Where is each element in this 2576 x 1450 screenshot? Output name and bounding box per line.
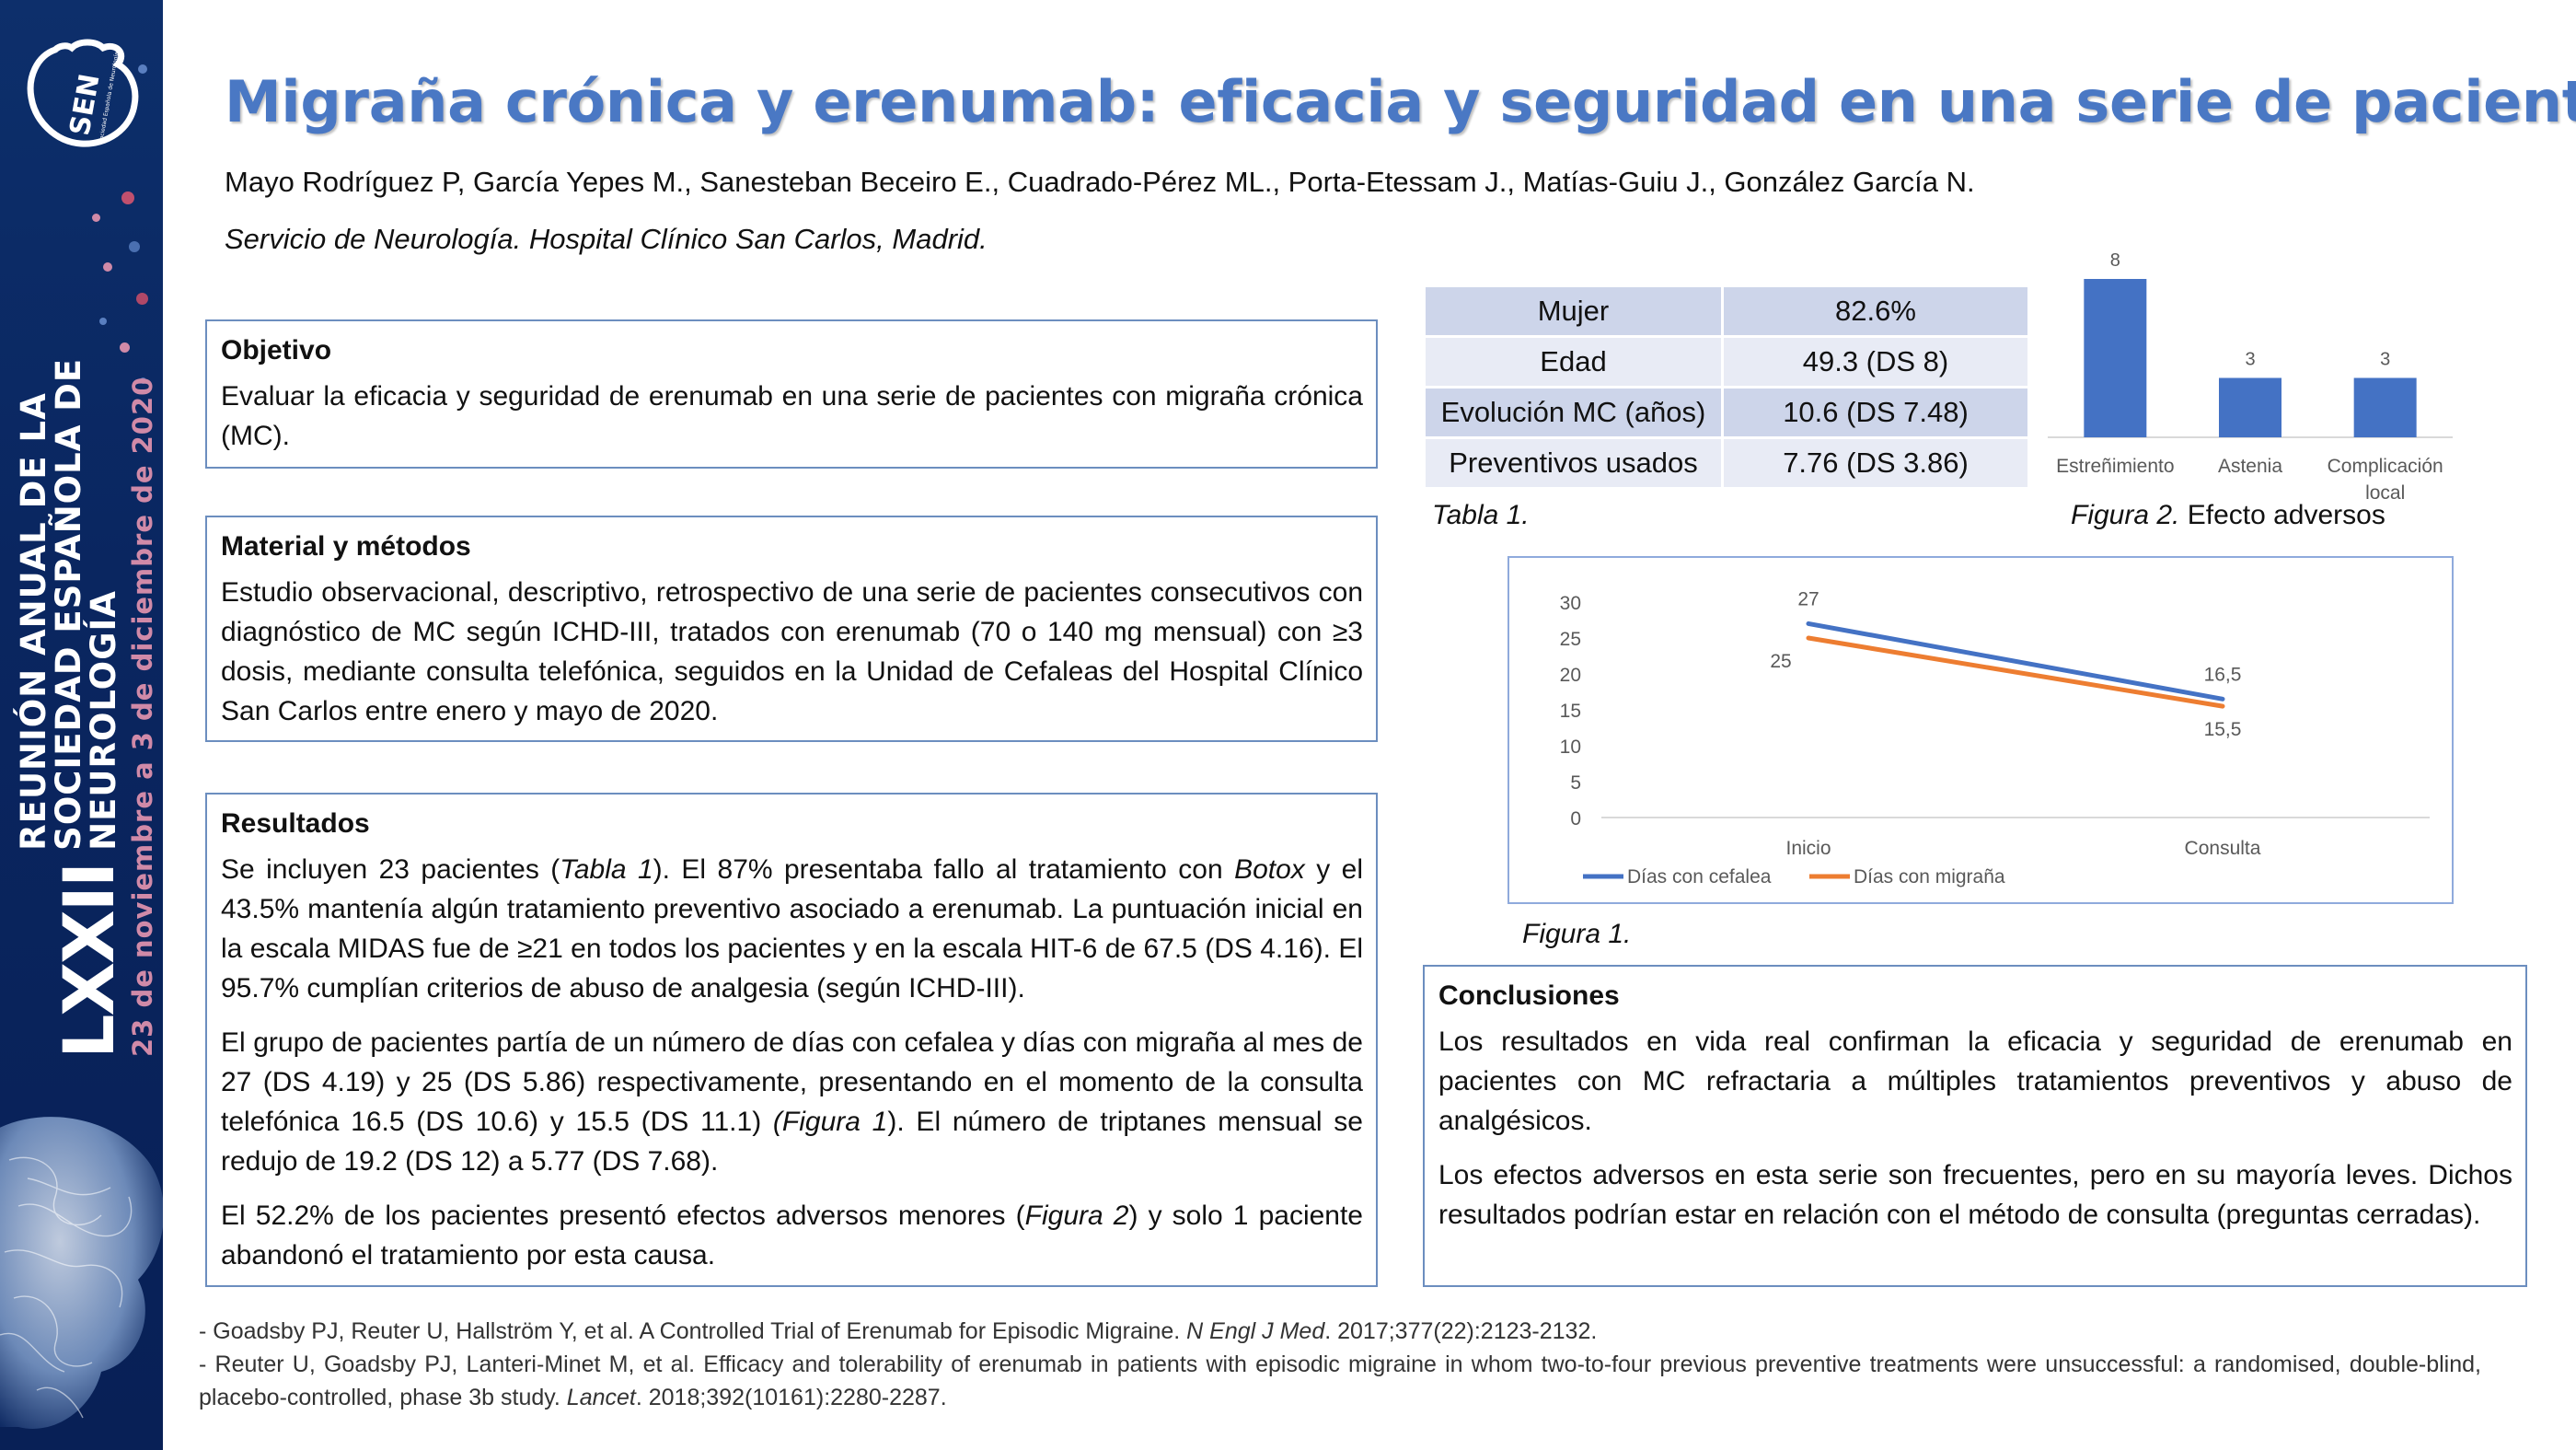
objetivo-text: Evaluar la eficacia y seguridad de erenu… xyxy=(221,381,1363,451)
reference-item: - Reuter U, Goadsby PJ, Lanteri-Minet M,… xyxy=(199,1351,2481,1410)
table-row: Evolución MC (años) 10.6 (DS 7.48) xyxy=(1426,389,2027,436)
poster-title: Migraña crónica y erenumab: eficacia y s… xyxy=(225,68,2576,135)
conclusiones-paragraph-1: Los resultados en vida real confirman la… xyxy=(1438,1027,2512,1136)
event-dates: 23 de noviembre a 3 de diciembre de 2020 xyxy=(127,376,158,1057)
category-label-1-0: Astenia xyxy=(2218,456,2282,477)
series-line-0 xyxy=(1806,621,2225,702)
legend-label-1: Días con migraña xyxy=(1854,866,2005,887)
y-tick-label-1: 5 xyxy=(1570,772,1581,794)
conclusiones-heading: Conclusiones xyxy=(1438,980,1620,1011)
category-label-2-1: local xyxy=(2365,482,2405,504)
data-label-2: 3 xyxy=(2380,350,2390,370)
y-tick-label-4: 20 xyxy=(1560,665,1581,686)
event-banner: LXXII REUNIÓN ANUAL DE LA SOCIEDAD ESPAÑ… xyxy=(14,138,163,1059)
x-tick-label-0: Inicio xyxy=(1785,838,1831,859)
table-row: Edad 49.3 (DS 8) xyxy=(1426,338,2027,386)
figure2-caption: Figura 2. Efecto adversos xyxy=(2071,500,2385,530)
point-label-1-0: 25 xyxy=(1770,651,1791,672)
affiliation: Servicio de Neurología. Hospital Clínico… xyxy=(225,223,988,255)
authors: Mayo Rodríguez P, García Yepes M., Sanes… xyxy=(225,166,1975,198)
metodos-text: Estudio observacional, descriptivo, retr… xyxy=(221,577,1363,726)
point-label-1-1: 15,5 xyxy=(2204,719,2242,740)
metodos-section: Material y métodos Estudio observacional… xyxy=(205,516,1378,742)
y-tick-label-3: 15 xyxy=(1560,701,1581,722)
references: - Goadsby PJ, Reuter U, Hallström Y, et … xyxy=(199,1315,2481,1414)
table1-caption: Tabla 1. xyxy=(1432,500,1530,530)
resultados-paragraph-3: El 52.2% de los pacientes presentó efect… xyxy=(221,1201,1363,1270)
y-tick-label-5: 25 xyxy=(1560,629,1581,650)
category-label-2-0: Complicación xyxy=(2328,456,2443,477)
y-tick-label-0: 0 xyxy=(1570,808,1581,829)
table-row: Mujer 82.6% xyxy=(1426,287,2027,335)
resultados-paragraph-1: Se incluyen 23 pacientes (Tabla 1). El 8… xyxy=(221,854,1363,1003)
conclusiones-section: Conclusiones Los resultados en vida real… xyxy=(1423,965,2527,1287)
point-label-0-1: 16,5 xyxy=(2204,664,2242,685)
conclusiones-paragraph-2: Los efectos adversos en esta serie son f… xyxy=(1438,1160,2512,1230)
figure1-caption: Figura 1. xyxy=(1522,919,1632,949)
resultados-heading: Resultados xyxy=(221,808,370,839)
reference-item: - Goadsby PJ, Reuter U, Hallström Y, et … xyxy=(199,1318,1598,1344)
resultados-section: Resultados Se incluyen 23 pacientes (Tab… xyxy=(205,793,1378,1287)
y-tick-label-6: 30 xyxy=(1560,593,1581,614)
demographics-table: Mujer 82.6% Edad 49.3 (DS 8) Evolución MC … xyxy=(1423,284,2030,490)
brain-illustration xyxy=(0,1117,163,1429)
category-label-0-0: Estreñimiento xyxy=(2056,456,2174,477)
x-tick-label-1: Consulta xyxy=(2185,838,2261,859)
y-tick-label-2: 10 xyxy=(1560,737,1581,758)
headache-days-chart: 0 5 10 15 20 25 30 Inicio Consulta 27 16,5 25 15,5 Dí… xyxy=(1560,588,2430,887)
objetivo-section: Objetivo Evaluar la eficacia y seguridad… xyxy=(205,319,1378,469)
event-edition: LXXII xyxy=(48,863,130,1059)
data-label-1: 3 xyxy=(2245,350,2255,370)
adverse-effects-chart: 8 Estreñimiento 3 Astenia 3 Complicación local xyxy=(2048,250,2453,504)
sidebar: SEN Sociedad Española de Neurología LXXI… xyxy=(0,0,163,1450)
bar-1 xyxy=(2219,377,2281,437)
data-label-0: 8 xyxy=(2110,250,2120,271)
bar-2 xyxy=(2353,377,2417,437)
objetivo-heading: Objetivo xyxy=(221,335,332,365)
metodos-heading: Material y métodos xyxy=(221,531,471,562)
point-label-0-0: 27 xyxy=(1797,588,1819,609)
sen-logo: SEN Sociedad Española de Neurología xyxy=(27,39,139,147)
legend-label-0: Días con cefalea xyxy=(1627,866,1772,887)
figure1-frame: 0 5 10 15 20 25 30 Inicio Consulta 27 16,5 25 15,5 Dí… xyxy=(1507,556,2454,904)
resultados-paragraph-2: El grupo de pacientes partía de un númer… xyxy=(221,1027,1363,1177)
event-name-line2: SOCIEDAD ESPAÑOLA DE NEUROLOGÍA xyxy=(49,357,123,851)
table-row: Preventivos usados 7.76 (DS 3.86) xyxy=(1426,439,2027,487)
series-line-1 xyxy=(1806,635,2225,709)
bar-0 xyxy=(2084,279,2147,437)
event-name-line1: REUNIÓN ANUAL DE LA xyxy=(14,392,53,851)
